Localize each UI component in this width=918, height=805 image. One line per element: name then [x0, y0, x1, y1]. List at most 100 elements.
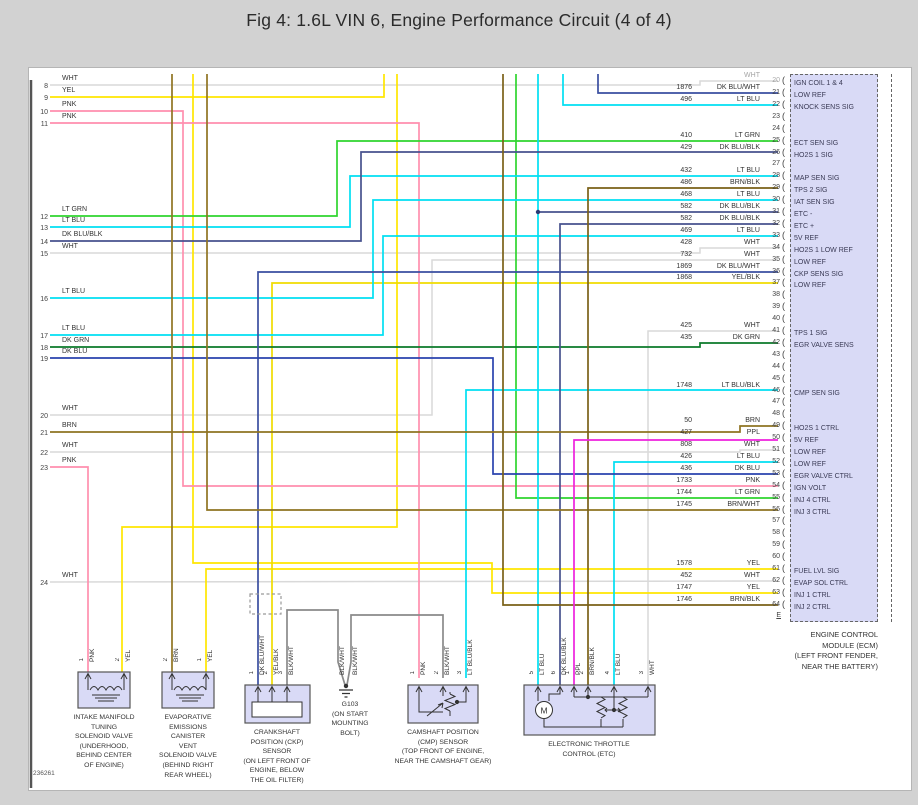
ecm-signal-label: IGN COIL 1 & 4: [794, 80, 843, 88]
pin-arrow-icon: [556, 685, 564, 693]
ecm-wire-color: LT GRN: [734, 488, 760, 496]
ecm-wire-number: 468: [680, 191, 692, 199]
ecm-pin-number: 27: [772, 160, 780, 168]
ecm-wire-color: WHT: [744, 250, 760, 258]
ecm-pin-number: 28: [772, 172, 780, 180]
ecm-name-label: ENGINE CONTROL MODULE (ECM) (LEFT FRONT …: [794, 630, 878, 671]
ecm-wire-number: 582: [680, 203, 692, 210]
wire-etc4-ecm52: [613, 461, 778, 685]
ecm-pin-number: 23: [772, 112, 780, 120]
ecm-wire-color: BRN: [745, 417, 760, 425]
diagram-number: 236261: [33, 770, 55, 777]
left-wire-color: LT BLU: [62, 325, 86, 332]
ecm-connector-box: [790, 74, 878, 622]
ecm-pin-cavity: (: [782, 253, 785, 264]
ecm-pin-number: 47: [772, 398, 780, 406]
ecm-pin-number: 48: [772, 410, 780, 418]
pin-arrow-icon: [84, 672, 92, 680]
ecm-signal-label: EGR VALVE CTRL: [794, 472, 853, 480]
ecm-pin-cavity: (: [782, 301, 785, 312]
pin-arrow-icon: [610, 685, 618, 693]
left-pin-number: 16: [40, 296, 48, 303]
left-wire-color: BRN: [62, 422, 77, 429]
pin-arrow-icon: [254, 685, 262, 693]
ecm-pin-cavity: (: [782, 420, 785, 431]
ecm-wire-number: 496: [680, 95, 692, 103]
ecm-pin-cavity: (: [782, 277, 785, 288]
inline-connector-ckp: [249, 593, 282, 615]
evap-canister-vent-solenoid-valve-pin-number: 2: [163, 658, 169, 662]
electronic-throttle-control-pin-number: 6: [551, 671, 557, 675]
ecm-wire-color: DK GRN: [732, 333, 760, 341]
ecm-signal-label: LOW REF: [794, 258, 826, 266]
ecm-pin-number: 53: [772, 469, 780, 477]
g103-ground-label: G103 (ON START MOUNTING BOLT): [331, 701, 369, 737]
intake-manifold-tuning-solenoid-valve-pin-number: 1: [79, 658, 85, 662]
junction-dot-g103: [343, 683, 349, 689]
left-pin-number: 22: [40, 450, 48, 457]
ecm-signal-label: CMP SEN SIG: [794, 389, 840, 397]
ecm-signal-label: TPS 2 SIG: [794, 187, 828, 195]
ecm-wire-color: PNK: [745, 476, 760, 484]
ecm-signal-label: HO2S 1 SIG: [794, 151, 833, 159]
wire-l14-ecm26: [50, 151, 778, 242]
electronic-throttle-control-wire-color: WHT: [649, 660, 656, 675]
ecm-signal-label: MAP SEN SIG: [794, 175, 840, 183]
left-wire-color: DK BLU/BLK: [62, 231, 103, 238]
left-pin-number: 10: [40, 109, 48, 116]
ecm-wire-number: 436: [680, 464, 692, 472]
ecm-wire-number: 732: [680, 250, 692, 258]
left-wire-color: YEL: [62, 87, 76, 94]
wire-l18-ecm42: [50, 342, 778, 348]
ecm-pin-cavity: (: [782, 360, 785, 371]
pin-arrow-icon: [168, 672, 176, 680]
electronic-throttle-control-pin-number: 4: [605, 671, 611, 675]
ecm-signal-label: HO2S 1 LOW REF: [794, 246, 853, 254]
ecm-pin-cavity: (: [782, 134, 785, 145]
ecm-pin-cavity: (: [782, 598, 785, 609]
wire-ckp1-ecm36: [257, 271, 778, 685]
wire-cmp3-ecm46: [465, 389, 778, 678]
ecm-pin-cavity: (: [782, 515, 785, 526]
ecm-wire-color: LT GRN: [734, 131, 760, 139]
evap-canister-vent-solenoid-valve-wire-color: YEL: [207, 649, 214, 662]
ecm-pin-cavity: (: [782, 110, 785, 121]
ecm-pin-number: 24: [772, 124, 780, 132]
ecm-pin-number: 39: [772, 303, 780, 311]
wire-ckp3-g103: [286, 609, 346, 686]
left-wire-color: PNK: [62, 457, 77, 464]
ecm-signal-label: IAT SEN SIG: [794, 199, 835, 207]
ecm-wire-number: 582: [680, 214, 692, 222]
ecm-pin-number: 52: [772, 457, 780, 465]
wire-offpage-imt2: [121, 74, 398, 672]
wire-l20-ecm35: [50, 259, 778, 416]
ecm-pin-cavity: (: [782, 348, 785, 359]
ecm-pin-cavity: (: [782, 146, 785, 157]
ecm-wire-color: DK BLU/BLK: [719, 203, 760, 210]
left-pin-number: 13: [40, 225, 48, 232]
wire-l15-ecm34: [50, 247, 778, 254]
ecm-wire-color: DK BLU: [734, 464, 760, 472]
intake-manifold-tuning-solenoid-valve-wire-color: PNK: [89, 648, 96, 662]
left-pin-number: 19: [40, 356, 48, 363]
left-pin-number: 11: [40, 121, 48, 128]
ecm-wire-color: DK BLU/BLK: [719, 143, 760, 151]
wire-etc1-ecm50: [573, 439, 778, 685]
intake-manifold-tuning-solenoid-valve-wire-color: YEL: [125, 649, 132, 662]
ecm-wire-number: 427: [680, 429, 692, 437]
ecm-pin-number: 32: [772, 219, 780, 227]
ecm-wire-number: 469: [680, 226, 692, 234]
ecm-pin-number: 31: [772, 208, 780, 215]
ecm-wire-number: 435: [680, 333, 692, 341]
electronic-throttle-control-wire-color: DK BLU/BLK: [561, 637, 568, 675]
left-wire-color: LT BLU: [62, 288, 86, 295]
ecm-pin-cavity: (: [782, 170, 785, 181]
ecm-pin-cavity: (: [782, 539, 785, 550]
ecm-pin-number: 20: [772, 77, 780, 85]
electronic-throttle-control-wire-color: BRN/BLK: [589, 647, 596, 675]
ecm-pin-number: 25: [772, 136, 780, 144]
camshaft-position-cmp-sensor-pin-number: 2: [434, 671, 440, 675]
wire-l9-offpage: [50, 74, 385, 98]
pin-arrow-icon: [283, 685, 291, 693]
